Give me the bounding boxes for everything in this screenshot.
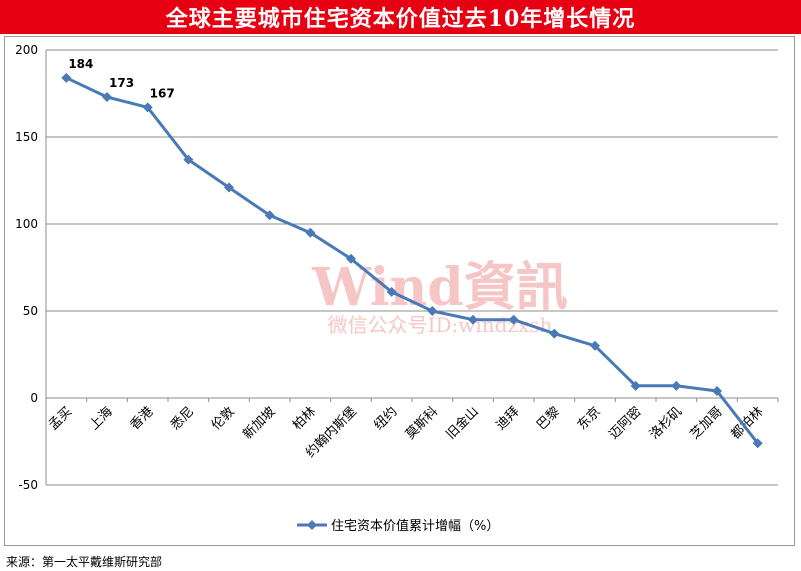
x-tick-label: 洛杉矶: [647, 404, 685, 442]
x-tick-label: 巴黎: [534, 404, 563, 433]
data-label: 167: [150, 86, 175, 100]
y-tick-label: 200: [15, 43, 38, 57]
source-note: 来源：第一太平戴维斯研究部: [6, 555, 163, 569]
x-tick-label: 旧金山: [443, 404, 482, 443]
x-tick-label: 迪拜: [493, 404, 522, 433]
data-point: [386, 286, 397, 297]
y-tick-label: 100: [15, 217, 38, 231]
data-point: [61, 72, 72, 83]
y-tick-label: 50: [23, 304, 38, 318]
data-point: [102, 91, 112, 102]
data-point: [712, 386, 722, 397]
chart-frame: [4, 36, 795, 546]
x-tick-label: 孟买: [46, 404, 75, 433]
series-line: [65, 76, 759, 445]
x-tick-label: 柏林: [290, 404, 319, 433]
chart-title: 全球主要城市住宅资本价值过去10年增长情况: [0, 0, 801, 34]
x-tick-label: 纽约: [371, 404, 400, 433]
data-point: [427, 306, 438, 316]
y-tick-label: -50: [18, 478, 38, 492]
x-tick-label: 香港: [127, 404, 156, 433]
data-point: [590, 340, 600, 351]
x-tick-label: 东京: [575, 404, 604, 433]
x-tick-label: 莫斯科: [403, 404, 441, 442]
watermark-caption: 微信公众号ID:windzxsh: [328, 313, 553, 337]
data-label: 184: [68, 57, 93, 71]
data-point: [630, 380, 641, 391]
data-point: [305, 227, 316, 238]
data-label: 173: [109, 76, 134, 90]
x-tick-label: 悉尼: [168, 404, 197, 433]
legend-label: 住宅资本价值累计增幅（%）: [331, 518, 499, 534]
x-tick-label: 伦敦: [208, 404, 238, 434]
x-tick-label: 迈阿密: [606, 404, 645, 443]
y-tick-label: 150: [15, 130, 38, 144]
data-point: [671, 380, 682, 391]
x-tick-label: 新加坡: [240, 404, 279, 443]
legend-marker: [307, 520, 317, 530]
y-tick-label: 0: [30, 391, 38, 405]
data-point: [346, 253, 356, 264]
watermark-logo: Wind資訊: [311, 257, 567, 318]
data-point: [224, 182, 234, 193]
x-tick-label: 芝加哥: [687, 404, 726, 443]
data-point: [508, 314, 519, 325]
data-point: [549, 328, 560, 339]
x-tick-label: 上海: [87, 404, 116, 433]
data-point: [142, 102, 153, 113]
data-point: [752, 438, 763, 449]
x-tick-label: 都柏林: [728, 404, 766, 442]
data-point: [264, 210, 275, 221]
data-point: [468, 314, 478, 325]
data-point: [183, 154, 194, 165]
